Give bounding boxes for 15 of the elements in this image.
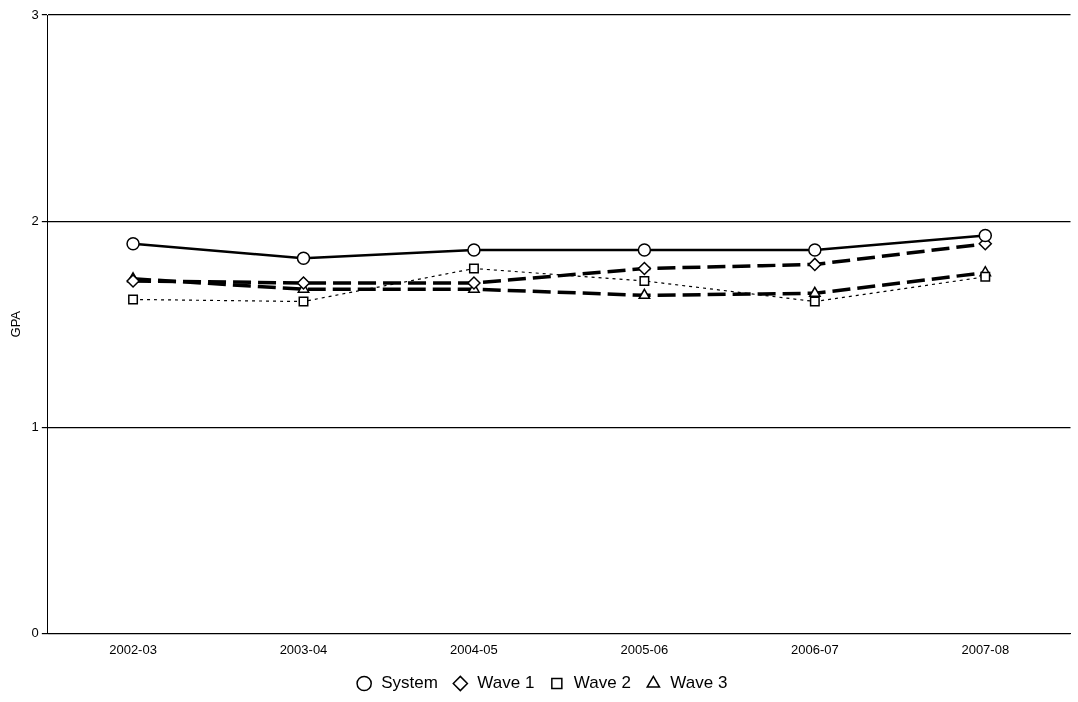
y-axis-title: GPA <box>8 310 24 338</box>
x-tick-label: 2005-06 <box>620 641 669 657</box>
x-tick-label: 2002-03 <box>109 641 157 657</box>
legend-label: Wave 2 <box>573 673 631 693</box>
x-tick-label: 2003-04 <box>279 641 328 657</box>
x-tick-label: 2007-08 <box>961 641 1010 657</box>
y-tick-label: 2 <box>31 212 39 228</box>
legend-label: System <box>381 673 438 693</box>
x-tick-label: 2006-07 <box>790 641 839 657</box>
y-tick-label: 1 <box>31 418 39 434</box>
legend-label: Wave 1 <box>477 673 535 693</box>
y-tick-label: 3 <box>31 6 39 22</box>
legend-label: Wave 3 <box>670 673 728 693</box>
x-tick-label: 2004-05 <box>450 641 498 657</box>
y-tick-label: 0 <box>31 624 39 640</box>
